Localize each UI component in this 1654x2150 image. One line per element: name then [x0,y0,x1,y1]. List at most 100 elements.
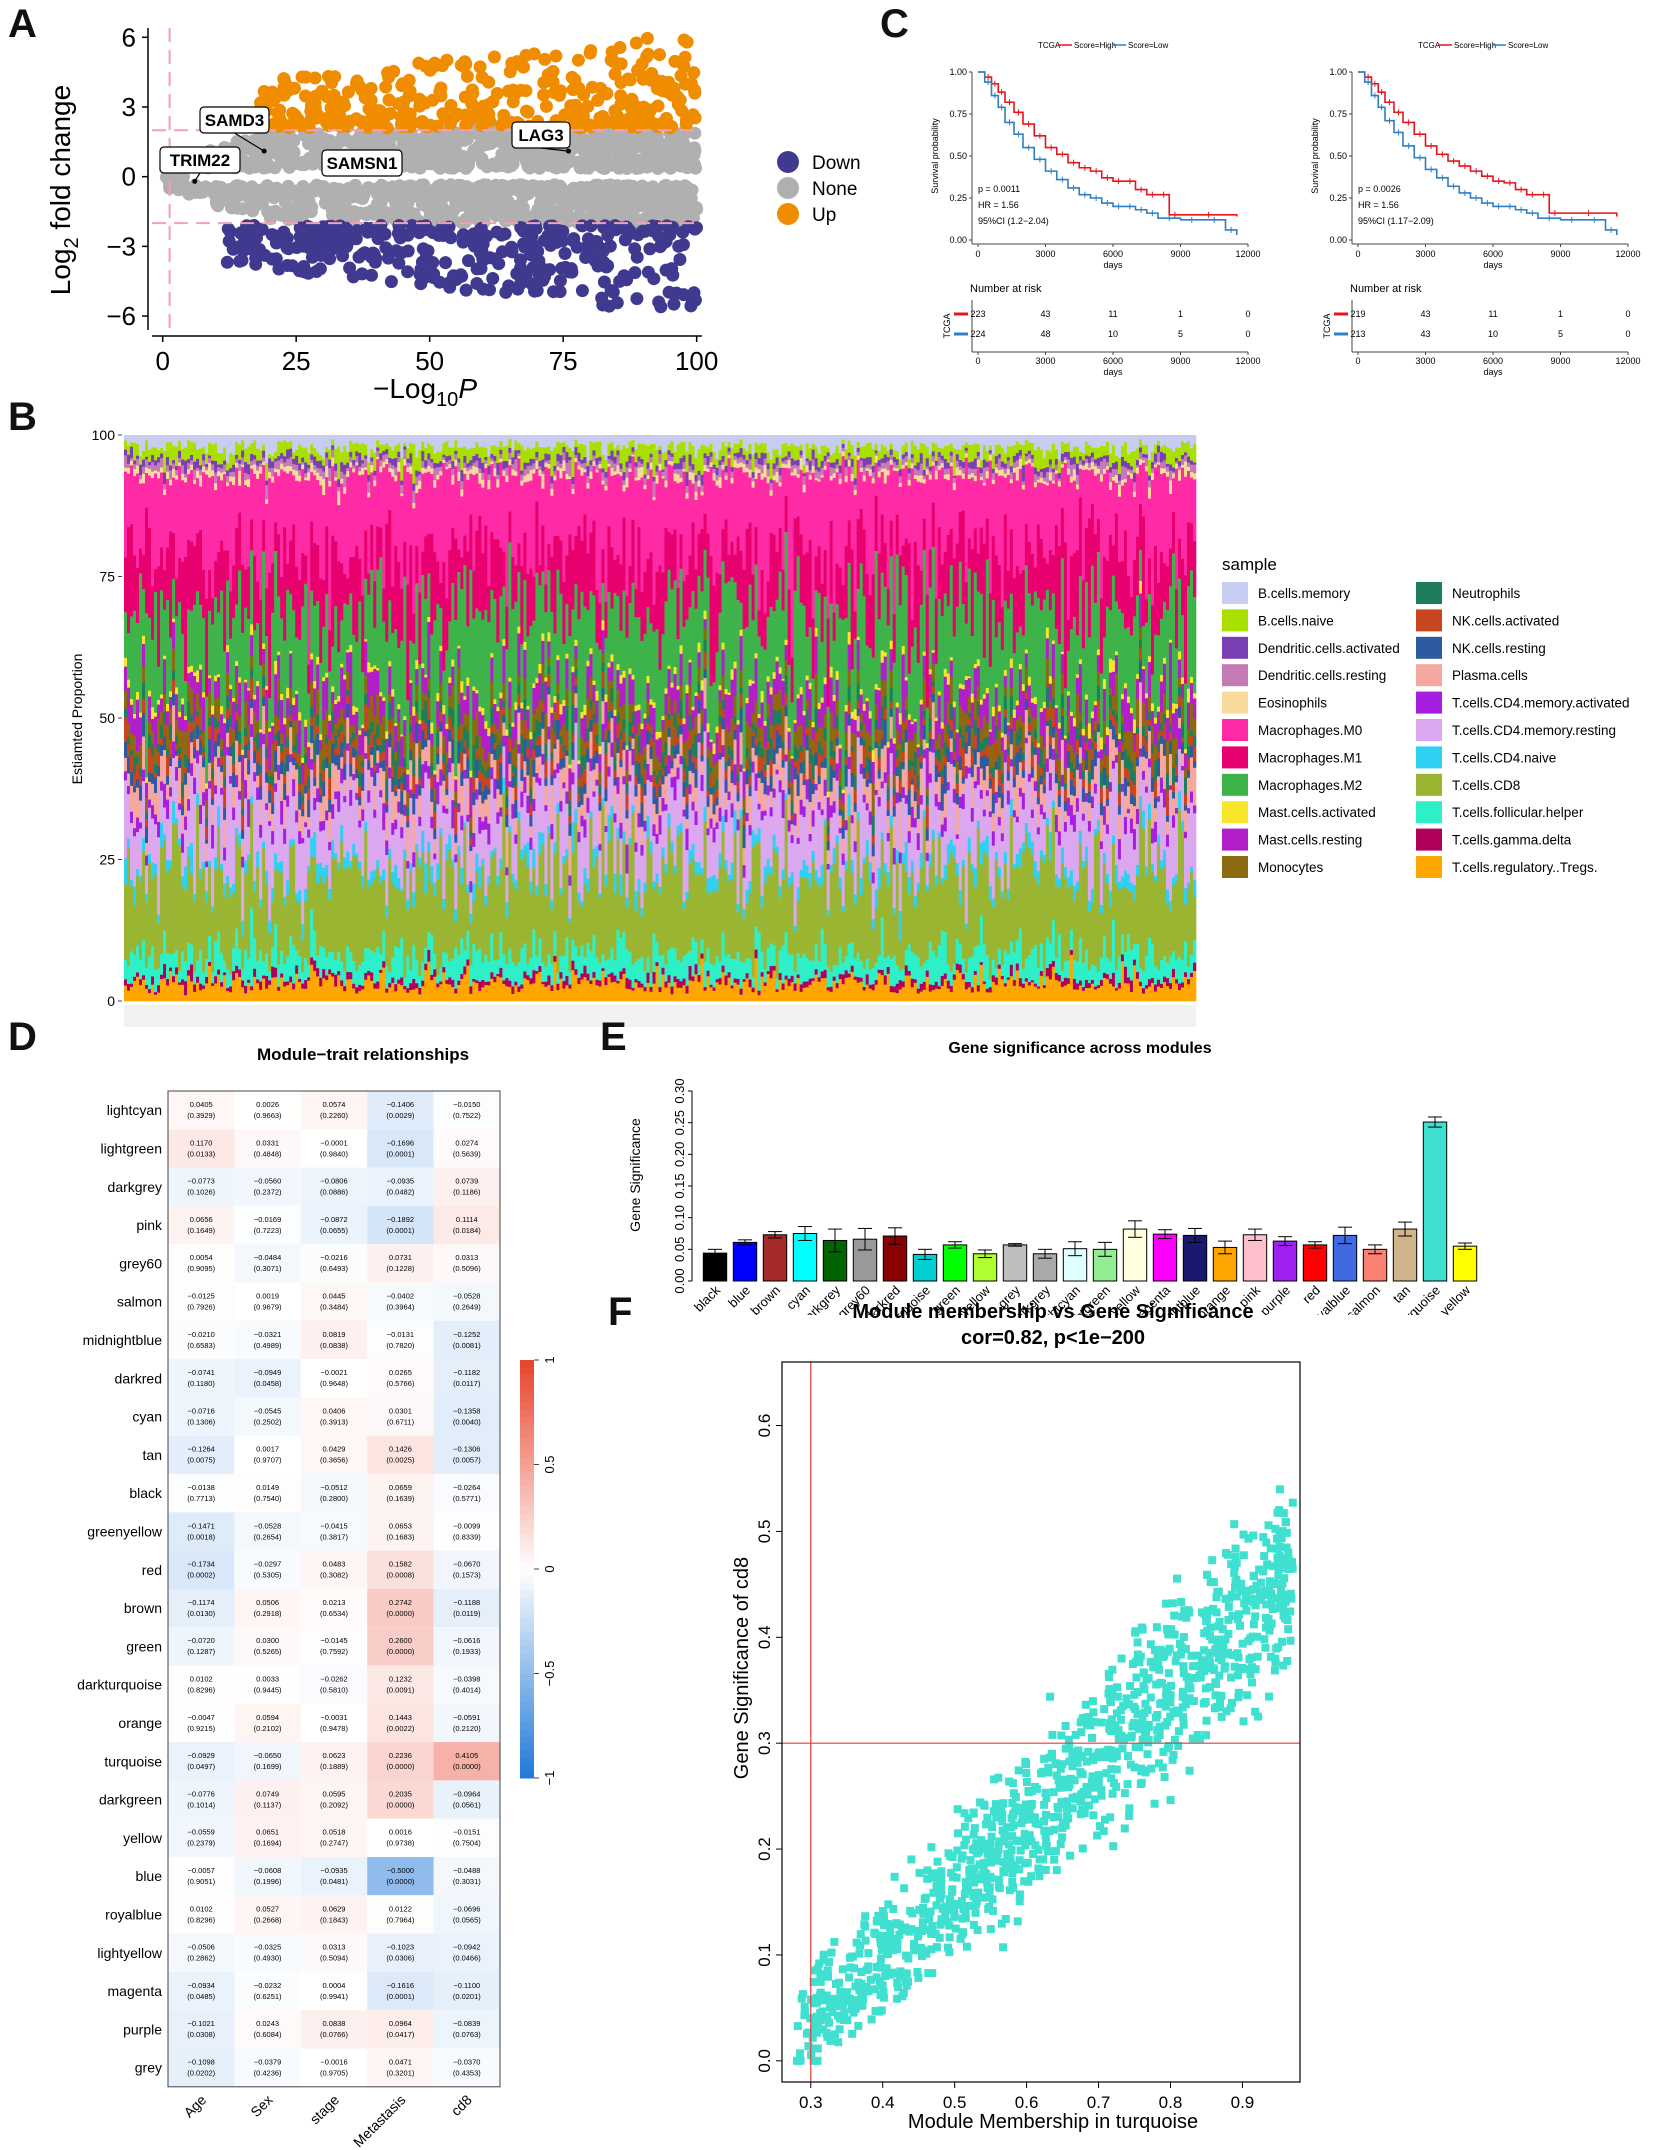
up-point [444,99,458,112]
bar-segment-mast-cells-resting [346,652,350,672]
bar-segment-neutrophils [199,728,203,735]
down-point [456,235,470,249]
bar-segment-dendritic-cells-resting [202,460,206,467]
up-point [539,99,553,113]
bar-segment-eosinophils [427,465,431,472]
bar-segment-nk-cells-activated [415,712,419,723]
bar-segment-mast-cells-resting [289,653,293,689]
down-point [687,286,701,300]
none-point [630,139,644,153]
bar-segment-t-cells-cd8 [172,823,176,954]
bar-segment-t-cells-cd8 [205,902,209,959]
bar-segment-t-cells-regulatory--tregs- [151,984,155,1002]
none-point [569,182,583,195]
up-point [671,90,685,104]
bar-segment-macrophages-m0 [472,474,476,571]
bar-segment-macrophages-m2 [250,550,254,625]
risk-count: 11 [1108,309,1117,319]
bar-segment-t-cells-follicular-helper [451,958,455,980]
volcano-x-label: −Log10P [373,373,477,410]
bar-segment-t-cells-cd4-memory-resting [148,807,152,855]
bar-segment-nk-cells-resting [499,762,503,795]
bar-segment-macrophages-m0 [148,475,152,528]
bar-segment-macrophages-m2 [262,551,266,644]
bar-segment-t-cells-cd4-memory-resting [385,854,389,906]
bar-segment-neutrophils [220,749,224,757]
bar-segment-dendritic-cells-resting [214,472,218,484]
bar-segment-macrophages-m1 [370,524,374,570]
bar-segment-t-cells-cd4-memory-activated [247,798,251,827]
bar-segment-t-cells-cd4-memory-activated [370,767,374,777]
bar-segment-dendritic-cells-activated [412,483,416,491]
bar-segment-b-cells-memory [364,435,368,445]
bar-segment-t-cells-cd8 [157,922,161,969]
bar-segment-macrophages-m0 [145,472,149,508]
bar-segment-t-cells-cd4-memory-activated [142,769,146,782]
bar-segment-t-cells-cd4-naive [406,899,410,910]
bar-segment-macrophages-m1 [487,585,491,623]
bar-segment-nk-cells-activated [451,726,455,740]
bar-segment-plasma-cells [220,771,224,788]
bar-segment-t-cells-cd8 [154,874,158,970]
bar-segment-mast-cells-activated [190,665,194,672]
bar-segment-t-cells-cd8 [448,848,452,962]
bar-segment-mast-cells-activated [250,624,254,636]
bar-segment-macrophages-m1 [400,588,404,641]
km-x-tick-label: 9000 [1170,249,1190,259]
bar-segment-t-cells-cd4-memory-resting [298,843,302,891]
bar-segment-nk-cells-activated [403,766,407,773]
bar-segment-t-cells-gamma-delta [259,981,263,990]
bar-segment-t-cells-cd4-memory-resting [367,802,371,880]
bar-segment-macrophages-m1 [247,566,251,619]
bar-segment-t-cells-cd8 [403,859,407,978]
bar-segment-t-cells-follicular-helper [259,949,263,982]
bar-segment-t-cells-cd4-memory-resting [472,846,476,884]
up-point [571,120,585,134]
bar-segment-t-cells-cd4-memory-activated [289,753,293,763]
bar-segment-macrophages-m1 [493,538,497,599]
bar-segment-nk-cells-activated [289,715,293,721]
bar-segment-t-cells-regulatory--tregs- [445,983,449,1002]
bar-segment-nk-cells-activated [241,814,245,831]
bar-segment-mast-cells-activated [391,688,395,697]
bar-segment-neutrophils [355,749,359,757]
bar-segment-t-cells-follicular-helper [286,956,290,982]
bar-segment-macrophages-m0 [334,480,338,542]
bar-segment-monocytes [256,720,260,733]
bar-segment-dendritic-cells-activated [187,458,191,464]
bar-segment-t-cells-cd4-memory-resting [157,836,161,915]
down-point [483,283,496,297]
none-point [593,147,607,160]
down-point [558,247,572,260]
bar-segment-t-cells-cd4-naive [496,875,500,886]
risk-count: 10 [1488,329,1498,339]
bar-segment-t-cells-gamma-delta [343,985,347,992]
bar-segment-nk-cells-resting [289,720,293,728]
bar-segment-eosinophils [208,462,212,478]
bar-segment-mast-cells-activated [124,657,128,667]
bar-segment-t-cells-gamma-delta [316,967,320,977]
bar-segment-t-cells-follicular-helper [160,953,164,975]
bar-segment-monocytes [319,749,323,774]
bar-segment-dendritic-cells-activated [370,457,374,462]
bar-segment-b-cells-memory [373,435,377,453]
bar-segment-macrophages-m1 [235,527,239,605]
bar-segment-dendritic-cells-activated [415,470,419,477]
bar-segment-plasma-cells [247,774,251,800]
bar-segment-b-cells-memory [142,435,146,452]
bar-segment-mast-cells-resting [385,738,389,767]
bar-segment-plasma-cells [391,791,395,823]
bar-segment-monocytes [358,755,362,773]
bar-segment-macrophages-m2 [439,607,443,646]
bar-segment-dendritic-cells-resting [415,476,419,486]
bar-segment-neutrophils [442,752,446,764]
bar-segment-t-cells-cd8 [244,873,248,951]
bar-segment-eosinophils [223,471,227,475]
bar-segment-t-cells-cd4-memory-resting [487,844,491,877]
bar-segment-t-cells-cd4-memory-resting [238,799,242,834]
bar-segment-t-cells-cd4-memory-activated [439,769,443,786]
bar-segment-eosinophils [430,468,434,474]
bar-segment-t-cells-follicular-helper [403,977,407,987]
risk-count: 10 [1108,329,1118,339]
bar-segment-neutrophils [307,776,311,788]
